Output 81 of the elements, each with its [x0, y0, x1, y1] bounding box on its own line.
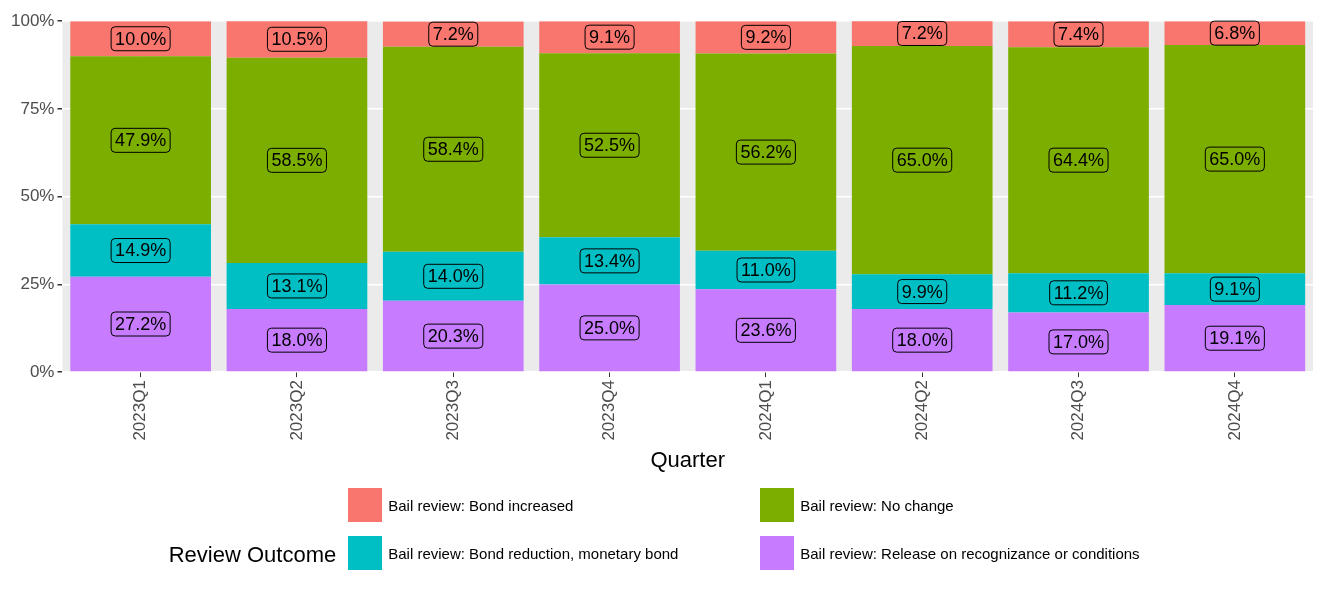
x-tick-label: 2024Q1: [755, 380, 775, 441]
legend-label: Bail review: Release on recognizance or conditions: [800, 544, 1140, 562]
data-label: 18.0%: [271, 330, 323, 351]
bar: [382, 251, 524, 301]
bar: [539, 237, 680, 285]
data-label: 9.2%: [745, 27, 787, 48]
data-label: 6.8%: [1214, 23, 1256, 44]
data-label: 58.4%: [427, 139, 479, 160]
x-tick-label: 2024Q3: [1068, 380, 1088, 441]
bar: [1164, 45, 1306, 274]
data-label: 23.6%: [740, 320, 792, 341]
data-label: 13.4%: [584, 250, 636, 271]
data-label: 14.0%: [427, 266, 479, 287]
legend-label: Bail review: No change: [800, 496, 954, 514]
bar: [695, 53, 837, 251]
data-label: 27.2%: [115, 313, 167, 334]
data-label: 13.1%: [271, 275, 323, 296]
bar: [70, 56, 211, 225]
data-label: 10.5%: [271, 29, 323, 50]
legend-title: Review Outcome: [168, 542, 337, 569]
data-label: 65.0%: [896, 150, 948, 171]
bar: [382, 300, 524, 372]
bar: [226, 57, 368, 263]
legend-label: Bail review: Bond reduction, monetary bond: [388, 544, 679, 562]
bar: [1008, 47, 1149, 274]
data-label: 10.0%: [115, 28, 167, 49]
data-label: 17.0%: [1053, 331, 1105, 352]
x-tick-label: 2024Q4: [1224, 380, 1244, 441]
bar: [70, 224, 211, 277]
bar: [70, 276, 211, 372]
data-label: 11.2%: [1053, 282, 1104, 303]
bar: [851, 46, 993, 275]
bar: [1164, 305, 1306, 372]
bar: [1008, 273, 1149, 313]
x-tick-label: 2024Q2: [911, 380, 931, 441]
x-tick-label: 2023Q2: [286, 380, 306, 441]
bar: [851, 308, 993, 372]
bar: [226, 308, 368, 372]
data-label: 64.4%: [1053, 150, 1105, 171]
data-label: 7.2%: [901, 23, 943, 44]
bar: [226, 262, 368, 309]
bar: [226, 21, 368, 58]
data-label: 47.9%: [115, 130, 167, 151]
x-tick-label: 2023Q4: [599, 380, 619, 441]
legend-label: Bail review: Bond increased: [388, 496, 574, 514]
bar: [70, 21, 211, 57]
data-label: 9.1%: [1214, 279, 1256, 300]
data-label: 20.3%: [427, 326, 479, 347]
data-label: 9.1%: [589, 27, 631, 48]
x-axis-title: Quarter: [650, 446, 726, 472]
data-label: 7.4%: [1058, 24, 1100, 45]
bar: [382, 21, 524, 47]
bar: [851, 274, 993, 309]
data-label: 9.9%: [901, 281, 943, 302]
y-tick-label: 0%: [29, 361, 55, 381]
y-tick-label: 75%: [20, 98, 55, 118]
data-label: 11.0%: [741, 259, 791, 280]
bar: [1008, 312, 1149, 372]
y-tick-label: 100%: [11, 10, 55, 30]
data-label: 58.5%: [271, 150, 323, 171]
bar: [851, 21, 993, 47]
data-label: 7.2%: [432, 24, 474, 45]
data-label: 18.0%: [896, 330, 948, 351]
data-label: 25.0%: [584, 317, 636, 338]
data-label: 14.9%: [115, 240, 167, 261]
bar: [539, 21, 680, 54]
data-label: 56.2%: [740, 142, 792, 163]
bar: [695, 289, 837, 372]
bar: [539, 53, 680, 238]
bar: [382, 46, 524, 252]
bar: [695, 250, 837, 290]
data-label: 52.5%: [584, 135, 636, 156]
y-tick-label: 50%: [20, 186, 55, 206]
bar: [539, 284, 680, 372]
data-label: 65.0%: [1209, 149, 1261, 170]
x-tick-label: 2023Q1: [130, 380, 150, 441]
bar: [695, 21, 837, 54]
bar: [1164, 273, 1306, 306]
y-tick-label: 25%: [20, 274, 55, 294]
x-tick-label: 2023Q3: [442, 380, 462, 441]
data-label: 19.1%: [1209, 328, 1261, 349]
